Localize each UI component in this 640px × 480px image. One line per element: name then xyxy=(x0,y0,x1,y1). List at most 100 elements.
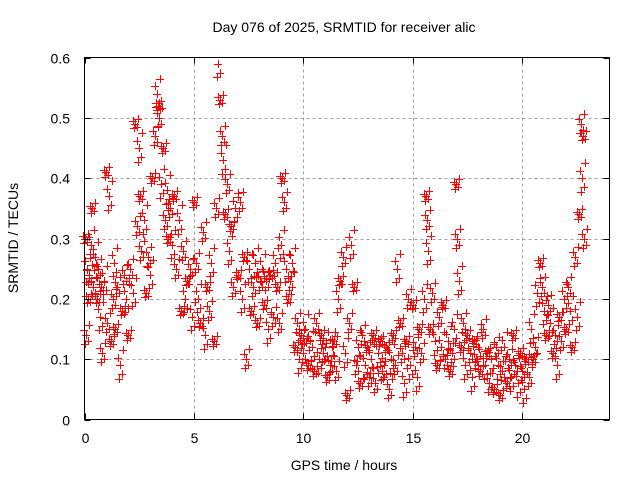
data-point xyxy=(551,331,559,339)
data-point xyxy=(310,352,318,360)
data-point xyxy=(448,318,456,326)
data-point xyxy=(413,323,421,331)
data-point xyxy=(582,127,590,135)
data-point xyxy=(332,287,340,295)
data-point xyxy=(103,319,111,327)
data-point xyxy=(561,330,569,338)
data-point xyxy=(133,137,141,145)
data-point xyxy=(566,341,574,349)
data-point xyxy=(277,241,285,249)
data-point xyxy=(457,314,465,322)
data-point xyxy=(153,90,161,98)
data-point xyxy=(403,304,411,312)
data-point xyxy=(257,278,265,286)
data-point xyxy=(118,370,126,378)
data-point xyxy=(513,393,521,401)
data-point xyxy=(142,248,150,256)
data-point xyxy=(380,361,388,369)
data-point xyxy=(361,341,369,349)
data-point xyxy=(371,379,379,387)
data-point xyxy=(388,336,396,344)
axis-ticks: 0 0.1 0.2 0.3 0.4 0.5 0.6 0 5 10 15 20 xyxy=(51,51,610,446)
data-point xyxy=(314,369,322,377)
data-point xyxy=(280,226,288,234)
data-point xyxy=(550,340,558,348)
data-point xyxy=(142,225,150,233)
data-point xyxy=(300,339,308,347)
data-point xyxy=(192,259,200,267)
data-point xyxy=(166,204,174,212)
data-point xyxy=(149,127,157,135)
data-point xyxy=(578,136,586,144)
data-point xyxy=(570,262,578,270)
data-point xyxy=(374,369,382,377)
data-point xyxy=(281,278,289,286)
data-point xyxy=(357,340,365,348)
data-point xyxy=(495,333,503,341)
data-point xyxy=(113,244,121,252)
data-point xyxy=(580,110,588,118)
data-point xyxy=(144,253,152,261)
data-point xyxy=(113,283,121,291)
data-point xyxy=(211,213,219,221)
data-point xyxy=(168,241,176,249)
data-point xyxy=(274,328,282,336)
data-point xyxy=(208,297,216,305)
data-point xyxy=(512,326,520,334)
data-point xyxy=(168,190,176,198)
data-point xyxy=(118,266,126,274)
data-point xyxy=(581,159,589,167)
data-point xyxy=(155,173,163,181)
data-point xyxy=(206,272,214,280)
data-point xyxy=(147,179,155,187)
data-point xyxy=(294,369,302,377)
y-tick-label: 0 xyxy=(62,413,70,429)
data-point xyxy=(193,308,201,316)
data-point xyxy=(450,325,458,333)
data-point xyxy=(467,387,475,395)
data-point xyxy=(235,207,243,215)
data-point xyxy=(549,304,557,312)
data-point xyxy=(546,319,554,327)
data-point xyxy=(238,250,246,258)
data-point xyxy=(295,329,303,337)
data-point xyxy=(207,259,215,267)
data-point xyxy=(215,194,223,202)
data-point xyxy=(402,388,410,396)
data-point xyxy=(343,358,351,366)
y-tick-label: 0.6 xyxy=(51,51,71,67)
data-point xyxy=(397,358,405,366)
data-point xyxy=(516,362,524,370)
data-point xyxy=(170,260,178,268)
data-point xyxy=(398,372,406,380)
data-point xyxy=(132,274,140,282)
data-point xyxy=(204,316,212,324)
data-point xyxy=(364,382,372,390)
data-point xyxy=(246,311,254,319)
data-point xyxy=(223,180,231,188)
data-point xyxy=(258,265,266,273)
data-point xyxy=(297,344,305,352)
data-point xyxy=(334,274,342,282)
data-point xyxy=(534,256,542,264)
data-point xyxy=(151,82,159,90)
data-point xyxy=(527,325,535,333)
data-point xyxy=(96,344,104,352)
data-point xyxy=(505,366,513,374)
data-point xyxy=(226,170,234,178)
data-point xyxy=(525,373,533,381)
data-point xyxy=(422,225,430,233)
data-point xyxy=(95,280,103,288)
data-point xyxy=(100,277,108,285)
data-point xyxy=(267,308,275,316)
data-point xyxy=(396,344,404,352)
data-point xyxy=(576,167,584,175)
data-point xyxy=(330,362,338,370)
data-point xyxy=(569,248,577,256)
data-point xyxy=(498,336,506,344)
data-point xyxy=(259,305,267,313)
data-point xyxy=(263,339,271,347)
data-point xyxy=(260,272,268,280)
data-point xyxy=(583,225,591,233)
data-point xyxy=(249,251,257,259)
